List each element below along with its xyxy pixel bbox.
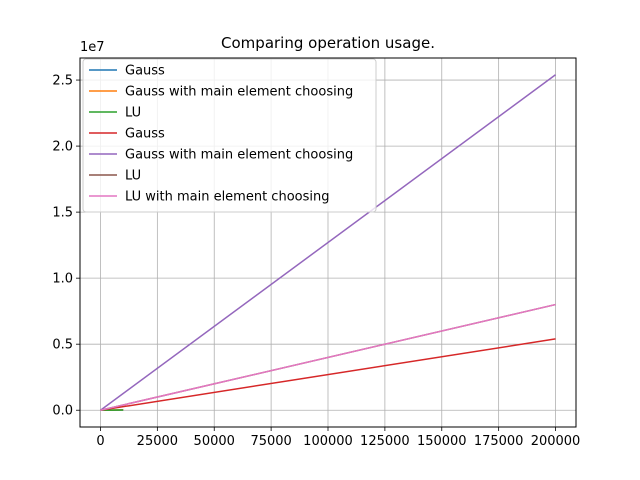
series-line	[100, 338, 556, 411]
y-tick-label: 2.0	[52, 140, 73, 155]
x-tick-label: 50000	[194, 434, 235, 449]
x-tick-label: 175000	[474, 434, 524, 449]
series-line	[100, 74, 556, 411]
y-tick-label: 0.0	[52, 404, 73, 419]
y-tick-label: 0.5	[52, 338, 73, 353]
legend-label: Gauss with main element choosing	[125, 85, 353, 100]
series-lines	[100, 74, 556, 411]
x-tick-label: 150000	[417, 434, 467, 449]
x-tick-label: 75000	[250, 434, 291, 449]
legend-label: LU with main element choosing	[125, 190, 329, 205]
legend-box	[82, 58, 377, 213]
legend-label: LU	[125, 106, 141, 121]
x-tick-label: 125000	[360, 434, 410, 449]
legend: Gauss Gauss with main element choosing LU G…	[82, 58, 377, 213]
legend-label: LU	[125, 169, 141, 184]
y-axis-scale-label: 1e7	[80, 40, 105, 55]
chart-title: Comparing operation usage.	[221, 34, 435, 52]
x-tick-label: 0	[96, 434, 104, 449]
ticks: 0 25000 50000 75000 100000 125000 150000 175000…	[52, 74, 580, 449]
x-tick-label: 100000	[303, 434, 353, 449]
y-tick-label: 2.5	[52, 74, 73, 89]
x-tick-label: 200000	[531, 434, 581, 449]
legend-label: Gauss with main element choosing	[125, 148, 353, 163]
y-tick-label: 1.0	[52, 272, 73, 287]
series-line	[100, 303, 556, 411]
legend-label: Gauss	[125, 127, 165, 142]
legend-label: Gauss	[125, 64, 165, 79]
y-tick-label: 1.5	[52, 206, 73, 221]
x-tick-label: 25000	[137, 434, 178, 449]
